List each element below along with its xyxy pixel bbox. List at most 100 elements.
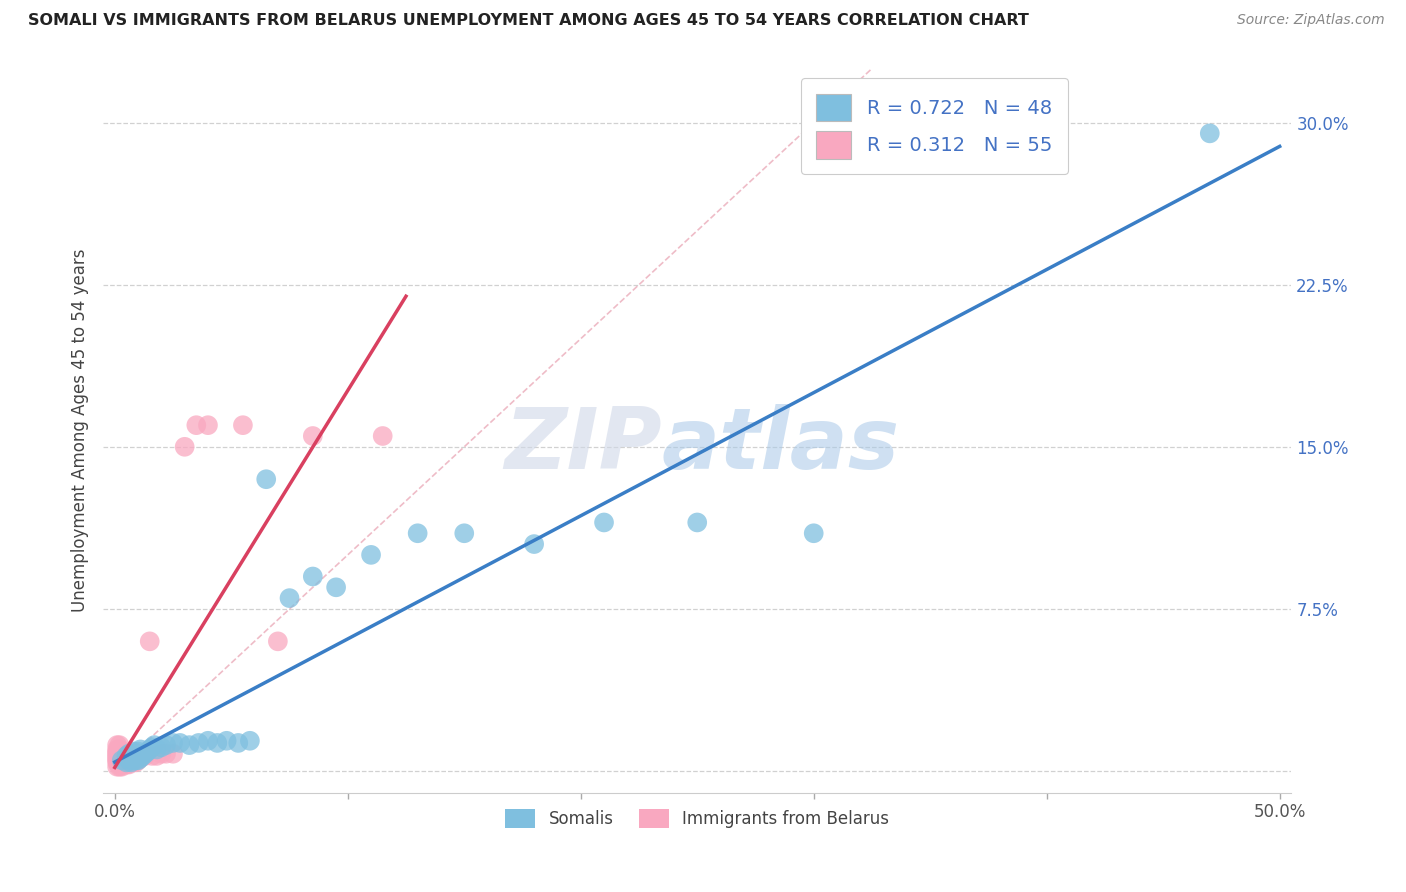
Point — [111, 756, 134, 770]
Point — [105, 745, 128, 759]
Point — [155, 738, 177, 752]
Point — [226, 736, 249, 750]
Point — [197, 418, 219, 433]
Point — [111, 757, 134, 772]
Point — [118, 757, 141, 772]
Point — [105, 742, 128, 756]
Point — [125, 748, 148, 763]
Point — [115, 748, 138, 763]
Point — [108, 751, 131, 765]
Point — [162, 736, 184, 750]
Point — [686, 516, 709, 530]
Point — [254, 472, 277, 486]
Point — [145, 748, 167, 763]
Point — [108, 756, 131, 770]
Point — [169, 736, 191, 750]
Point — [108, 753, 131, 767]
Point — [150, 747, 173, 761]
Point — [239, 733, 262, 747]
Point — [143, 738, 166, 752]
Point — [118, 753, 141, 767]
Point — [111, 753, 134, 767]
Point — [105, 753, 128, 767]
Point — [207, 736, 229, 750]
Point — [132, 748, 155, 763]
Point — [186, 418, 208, 433]
Point — [122, 756, 145, 770]
Point — [162, 747, 184, 761]
Point — [118, 747, 141, 761]
Text: SOMALI VS IMMIGRANTS FROM BELARUS UNEMPLOYMENT AMONG AGES 45 TO 54 YEARS CORRELA: SOMALI VS IMMIGRANTS FROM BELARUS UNEMPL… — [28, 13, 1029, 29]
Point — [129, 742, 152, 756]
Point — [125, 747, 148, 761]
Point — [115, 756, 138, 770]
Text: Source: ZipAtlas.com: Source: ZipAtlas.com — [1237, 13, 1385, 28]
Point — [111, 753, 134, 767]
Point — [108, 738, 131, 752]
Point — [108, 757, 131, 772]
Point — [593, 516, 616, 530]
Point — [138, 742, 160, 756]
Point — [523, 537, 546, 551]
Point — [122, 748, 145, 763]
Point — [325, 580, 347, 594]
Y-axis label: Unemployment Among Ages 45 to 54 years: Unemployment Among Ages 45 to 54 years — [72, 249, 89, 612]
Point — [120, 748, 142, 763]
Point — [115, 753, 138, 767]
Point — [278, 591, 301, 606]
Point — [108, 742, 131, 756]
Point — [406, 526, 429, 541]
Point — [105, 738, 128, 752]
Point — [118, 753, 141, 767]
Point — [112, 748, 135, 763]
Point — [122, 748, 145, 763]
Point — [197, 733, 219, 747]
Point — [120, 751, 142, 765]
Point — [125, 756, 148, 770]
Point — [108, 760, 131, 774]
Text: ZIP: ZIP — [503, 403, 662, 486]
Text: atlas: atlas — [662, 403, 900, 486]
Point — [215, 733, 238, 747]
Point — [105, 747, 128, 761]
Point — [150, 740, 173, 755]
Point — [232, 418, 254, 433]
Point — [108, 747, 131, 761]
Point — [120, 756, 142, 770]
Point — [187, 736, 209, 750]
Point — [141, 740, 163, 755]
Point — [134, 747, 156, 761]
Point — [122, 745, 145, 759]
Point — [179, 738, 201, 752]
Point — [122, 753, 145, 767]
Point — [105, 756, 128, 770]
Point — [173, 440, 195, 454]
Point — [1198, 127, 1220, 141]
Point — [129, 751, 152, 765]
Point — [112, 757, 135, 772]
Point — [111, 751, 134, 765]
Point — [127, 753, 149, 767]
Point — [453, 526, 475, 541]
Point — [111, 760, 134, 774]
Point — [155, 747, 177, 761]
Point — [134, 748, 156, 763]
Point — [105, 751, 128, 765]
Point — [105, 760, 128, 774]
Point — [138, 634, 160, 648]
Point — [136, 745, 159, 759]
Point — [118, 747, 141, 761]
Point — [112, 753, 135, 767]
Point — [111, 747, 134, 761]
Point — [803, 526, 825, 541]
Point — [267, 634, 290, 648]
Point — [141, 748, 163, 763]
Point — [125, 753, 148, 767]
Point — [145, 742, 167, 756]
Point — [301, 429, 323, 443]
Point — [120, 747, 142, 761]
Point — [371, 429, 394, 443]
Point — [120, 756, 142, 770]
Point — [105, 748, 128, 763]
Point — [118, 751, 141, 765]
